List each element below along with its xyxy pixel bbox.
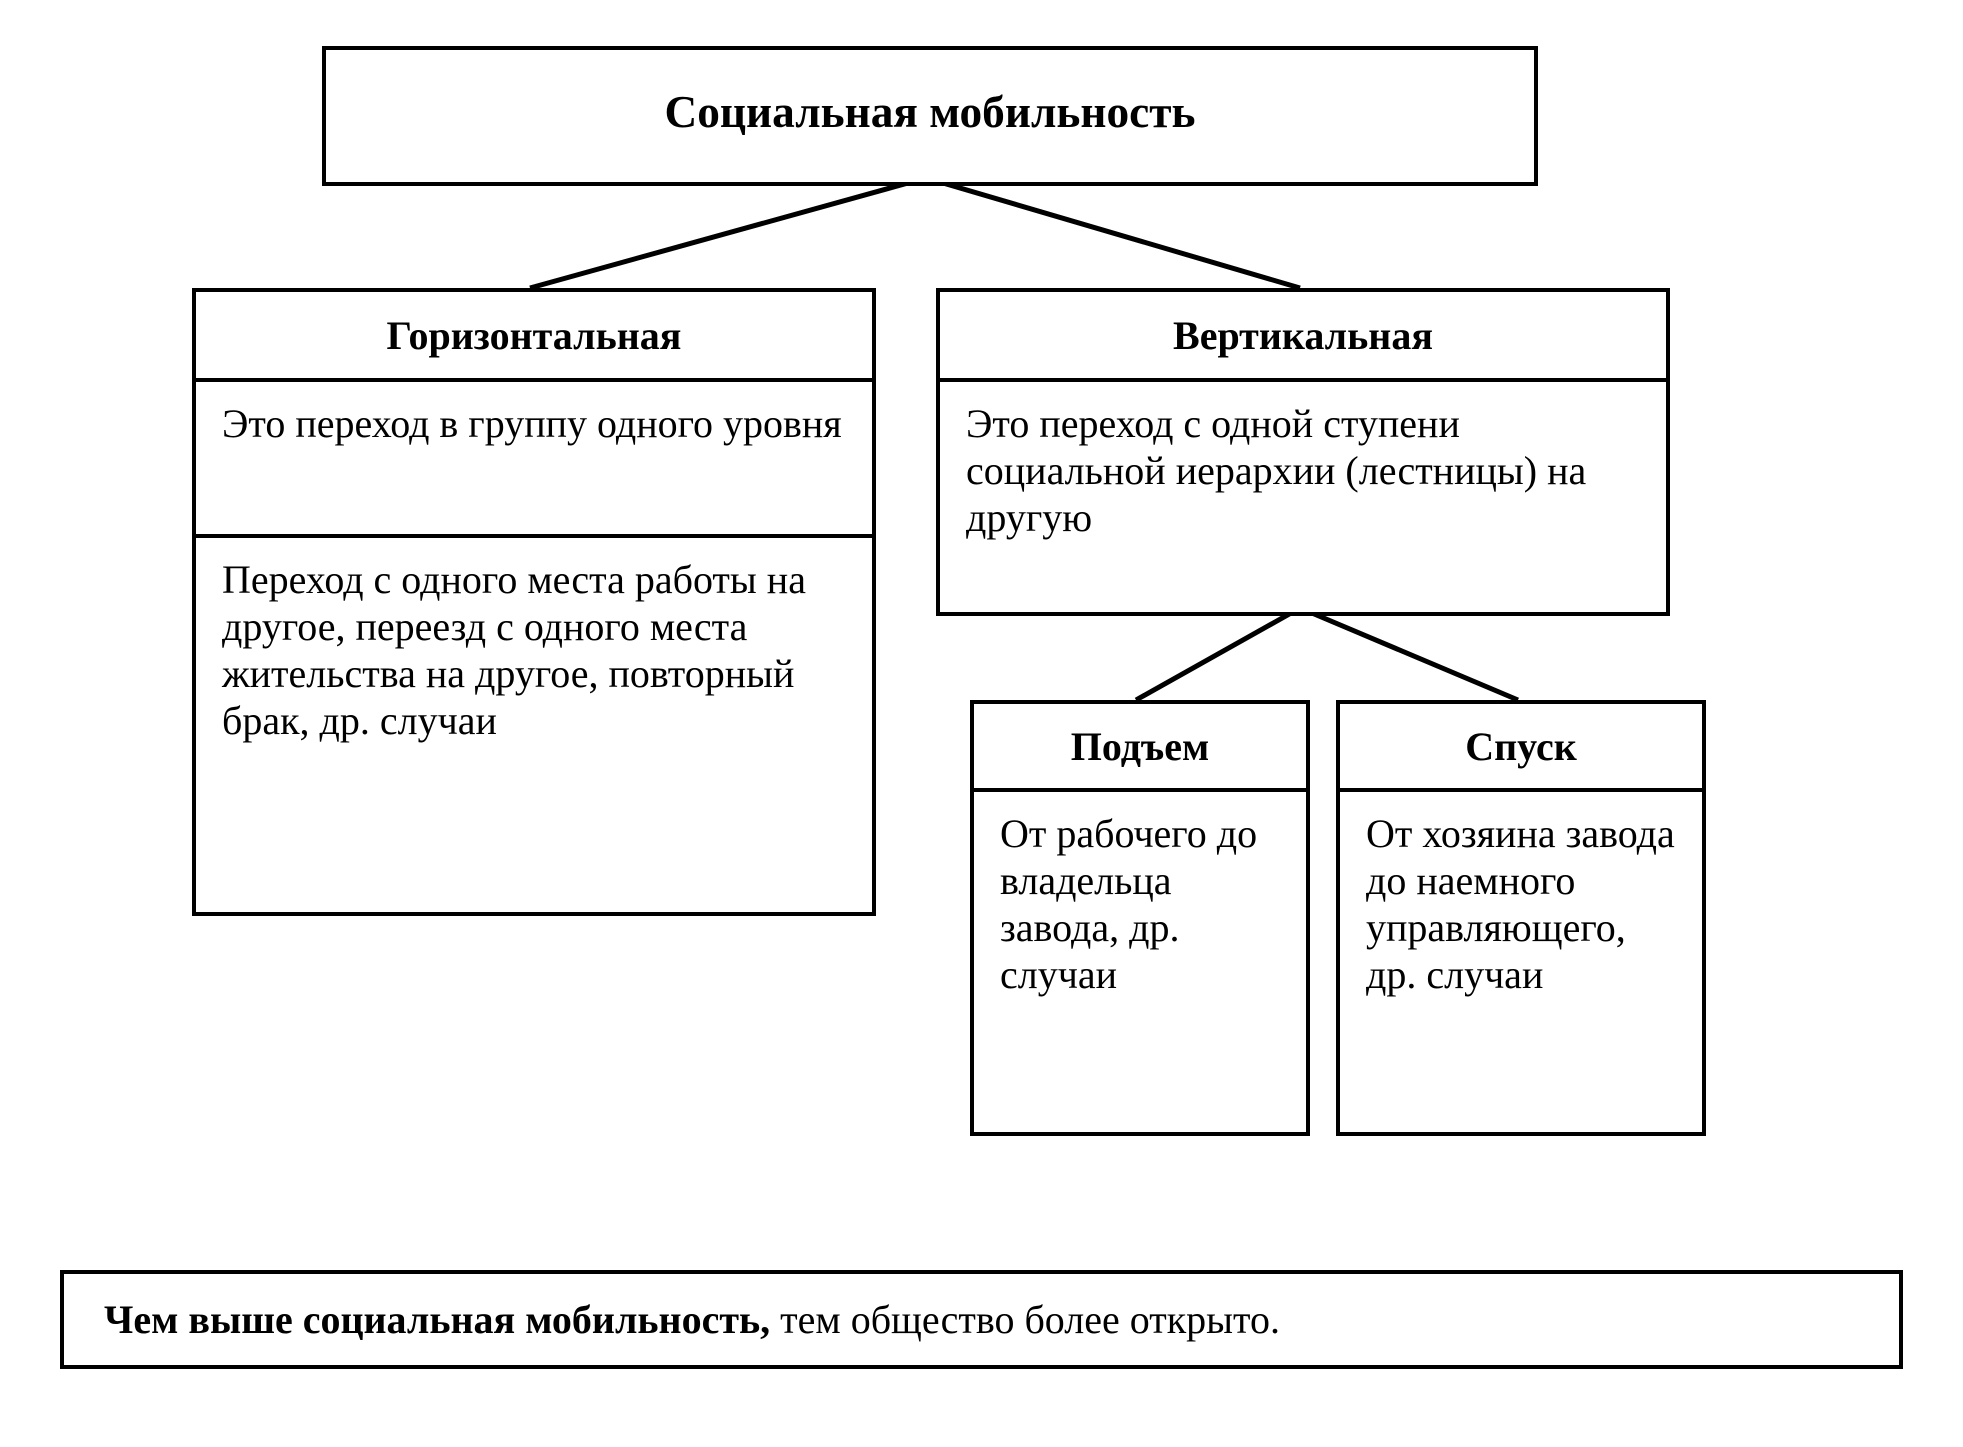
horizontal-examples: Переход с одного места работы на другое,…: [196, 538, 872, 762]
root-title: Социальная мобильность: [326, 50, 1534, 174]
down-examples: От хозяина завода до наемного управляюще…: [1340, 792, 1702, 1016]
down-title: Спуск: [1340, 704, 1702, 792]
root-box: Социальная мобильность: [322, 46, 1538, 186]
footer-rest-text: тем общество более открыто.: [770, 1297, 1280, 1342]
horizontal-definition: Это переход в группу одного уровня: [196, 382, 872, 538]
vertical-title: Вертикальная: [940, 292, 1666, 382]
footer-bold-text: Чем выше социальная мобильность,: [104, 1297, 770, 1342]
edge-vertical-up: [1136, 608, 1300, 700]
up-box: Подъем От рабочего до владельца завода, …: [970, 700, 1310, 1136]
horizontal-title: Горизонтальная: [196, 292, 872, 382]
footer-bar: Чем выше социальная мобильность, тем общ…: [60, 1270, 1903, 1369]
edge-root-horizontal: [530, 178, 926, 288]
edge-vertical-down: [1300, 608, 1518, 700]
vertical-box: Вертикальная Это переход с одной ступени…: [936, 288, 1670, 616]
vertical-definition: Это переход с одной ступени социальной и…: [940, 382, 1666, 559]
up-title: Подъем: [974, 704, 1306, 792]
edge-root-vertical: [926, 178, 1300, 288]
horizontal-box: Горизонтальная Это переход в группу одно…: [192, 288, 876, 916]
up-examples: От рабочего до владельца завода, др. слу…: [974, 792, 1306, 1016]
down-box: Спуск От хозяина завода до наемного упра…: [1336, 700, 1706, 1136]
